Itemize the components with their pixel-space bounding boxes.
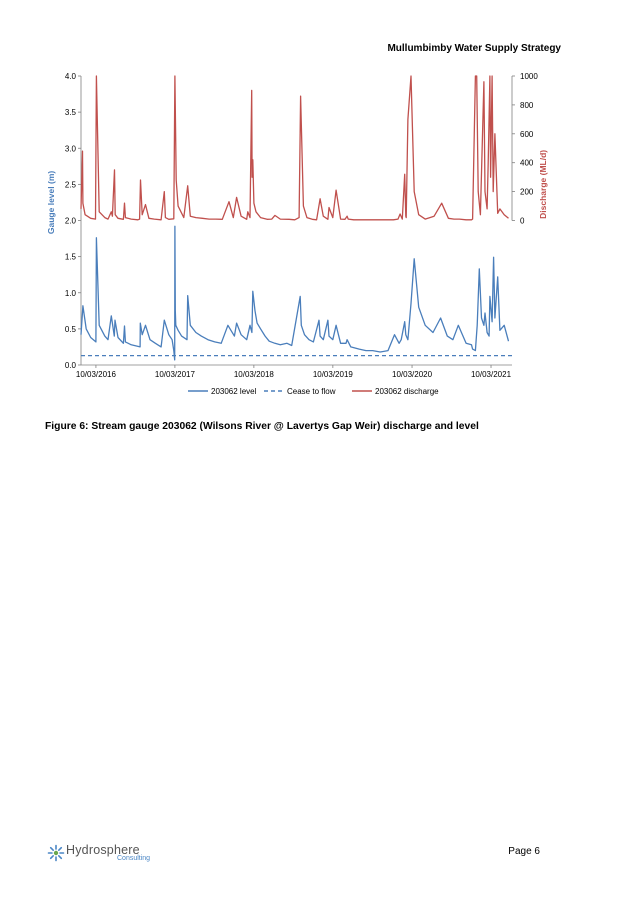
x-tick-label: 10/03/2019 — [313, 370, 354, 379]
page-number: Page 6 — [508, 846, 540, 857]
y-tick-label: 4.0 — [65, 72, 77, 81]
y2-axis-title: Discharge (ML/d) — [538, 150, 548, 219]
discharge-series-line — [80, 75, 509, 221]
legend-label: 203062 level — [211, 387, 257, 396]
y-tick-label: 1.0 — [65, 289, 77, 298]
logo-wordmark: Hydrosphere — [66, 843, 140, 857]
y-tick-label: 3.5 — [65, 108, 77, 117]
page-header-title: Mullumbimby Water Supply Strategy — [387, 43, 561, 54]
y-tick-label: 1.5 — [65, 253, 77, 262]
y-tick-label: 3.0 — [65, 144, 77, 153]
logo-subtext: Consulting — [117, 855, 151, 862]
x-tick-label: 10/03/2020 — [392, 370, 433, 379]
x-tick-label: 10/03/2018 — [234, 370, 275, 379]
hydrosphere-logo: Hydrosphere Consulting — [47, 842, 177, 864]
x-tick-label: 10/03/2016 — [76, 370, 117, 379]
legend-label: Cease to flow — [287, 387, 336, 396]
chart: 0.0 0.5 1.0 1.5 2.0 2.5 3.0 3.5 4.0 0 200 400 600 800… — [46, 72, 548, 396]
logo-mark-icon — [47, 844, 65, 862]
level-series-line — [80, 225, 510, 361]
figure-caption: Figure 6: Stream gauge 203062 (Wilsons R… — [45, 421, 479, 432]
y-tick-label: 0.0 — [65, 361, 77, 370]
legend-label: 203062 discharge — [375, 387, 439, 396]
y2-tick-label: 200 — [520, 188, 534, 197]
y-axis-title: Gauge level (m) — [46, 171, 56, 234]
y2-tick-label: 400 — [520, 159, 534, 168]
y2-tick-label: 800 — [520, 101, 534, 110]
y2-tick-label: 1000 — [520, 72, 538, 81]
y2-tick-label: 0 — [520, 217, 525, 226]
x-tick-label: 10/03/2017 — [155, 370, 196, 379]
y-tick-label: 0.5 — [65, 325, 77, 334]
y-tick-label: 2.5 — [65, 180, 77, 189]
x-tick-label: 10/03/2021 — [471, 370, 512, 379]
y-tick-label: 2.0 — [65, 217, 77, 226]
y2-tick-label: 600 — [520, 130, 534, 139]
